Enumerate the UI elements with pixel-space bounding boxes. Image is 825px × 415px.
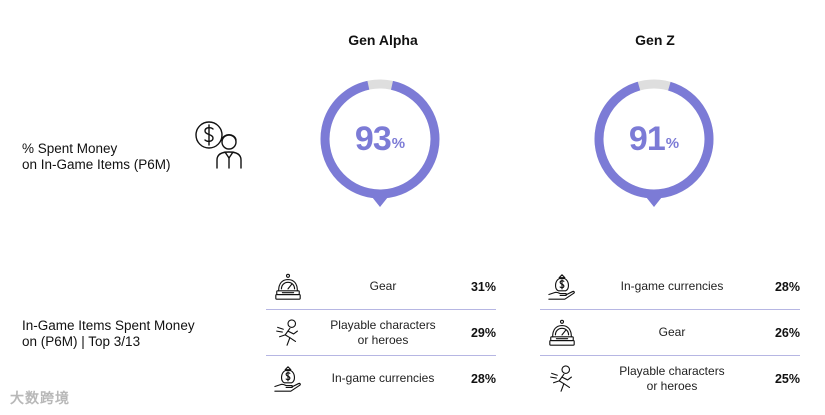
table-row: In-game currencies 28% xyxy=(540,264,800,310)
table-row: Gear 26% xyxy=(540,310,800,356)
header-gen-alpha: Gen Alpha xyxy=(348,32,418,48)
table-row-category: In-game currencies xyxy=(584,279,760,294)
donut-gen-alpha-percent: % xyxy=(391,134,406,152)
table-row-value: 29% xyxy=(470,325,496,340)
running-hero-icon xyxy=(547,364,577,394)
table-row: In-game currencies 28% xyxy=(266,356,496,401)
row-label-spent: % Spent Money on In-Game Items (P6M) xyxy=(22,141,171,173)
row-label-spent-line2: on In-Game Items (P6M) xyxy=(22,157,171,172)
category-line1: In-game currencies xyxy=(620,279,724,293)
donut-gen-z-pointer xyxy=(646,197,662,207)
table-row-category: In-game currencies xyxy=(310,371,456,386)
row-label-items-line2: on (P6M) | Top 3/13 xyxy=(22,334,141,349)
table-row: Gear 31% xyxy=(266,264,496,310)
donut-gen-alpha-value: 93% xyxy=(320,79,440,199)
table-row: Playable characters or heroes 25% xyxy=(540,356,800,401)
category-line1: Gear xyxy=(369,279,397,293)
running-hero-icon xyxy=(273,318,303,348)
table-gen-z: In-game currencies 28% Gear 26% Playable… xyxy=(540,264,800,401)
category-line2: or heroes xyxy=(646,378,698,393)
donut-gen-alpha-pointer xyxy=(372,197,388,207)
money-bag-hand-icon xyxy=(273,364,303,394)
donut-gen-z-svg xyxy=(594,79,714,207)
table-row: Playable characters or heroes 29% xyxy=(266,310,496,356)
gear-gauge-icon xyxy=(273,272,303,302)
category-line1: In-game currencies xyxy=(331,371,435,385)
table-gen-alpha: Gear 31% Playable characters or heroes 2… xyxy=(266,264,496,401)
category-line2: or heroes xyxy=(357,332,409,347)
money-bag-hand-icon xyxy=(547,272,577,302)
donut-gen-alpha-svg xyxy=(320,79,440,207)
table-row-category: Gear xyxy=(310,279,456,294)
row-label-items-line1: In-Game Items Spent Money xyxy=(22,318,195,333)
donut-gen-z-value: 91% xyxy=(594,79,714,199)
table-row-value: 31% xyxy=(470,279,496,294)
donut-gen-alpha: 93% xyxy=(320,79,440,211)
table-row-value: 25% xyxy=(774,371,800,386)
table-row-category: Playable characters or heroes xyxy=(310,318,456,348)
table-row-value: 28% xyxy=(470,371,496,386)
table-row-value: 26% xyxy=(774,325,800,340)
category-line1: Gear xyxy=(658,325,686,339)
donut-gen-alpha-number: 93 xyxy=(354,119,392,158)
watermark: 大数跨境 xyxy=(10,390,70,406)
category-line1: Playable characters xyxy=(330,317,436,332)
header-gen-z: Gen Z xyxy=(635,32,675,48)
row-label-spent-line1: % Spent Money xyxy=(22,141,118,156)
row-label-items: In-Game Items Spent Money on (P6M) | Top… xyxy=(22,318,195,350)
table-row-category: Playable characters or heroes xyxy=(584,364,760,394)
donut-gen-z: 91% xyxy=(594,79,714,211)
gear-gauge-icon xyxy=(547,318,577,348)
table-row-value: 28% xyxy=(774,279,800,294)
table-row-category: Gear xyxy=(584,325,760,340)
donut-gen-z-percent: % xyxy=(665,134,680,152)
category-line1: Playable characters xyxy=(619,363,725,378)
donut-gen-z-number: 91 xyxy=(628,119,666,158)
person-dollar-icon xyxy=(193,118,249,172)
